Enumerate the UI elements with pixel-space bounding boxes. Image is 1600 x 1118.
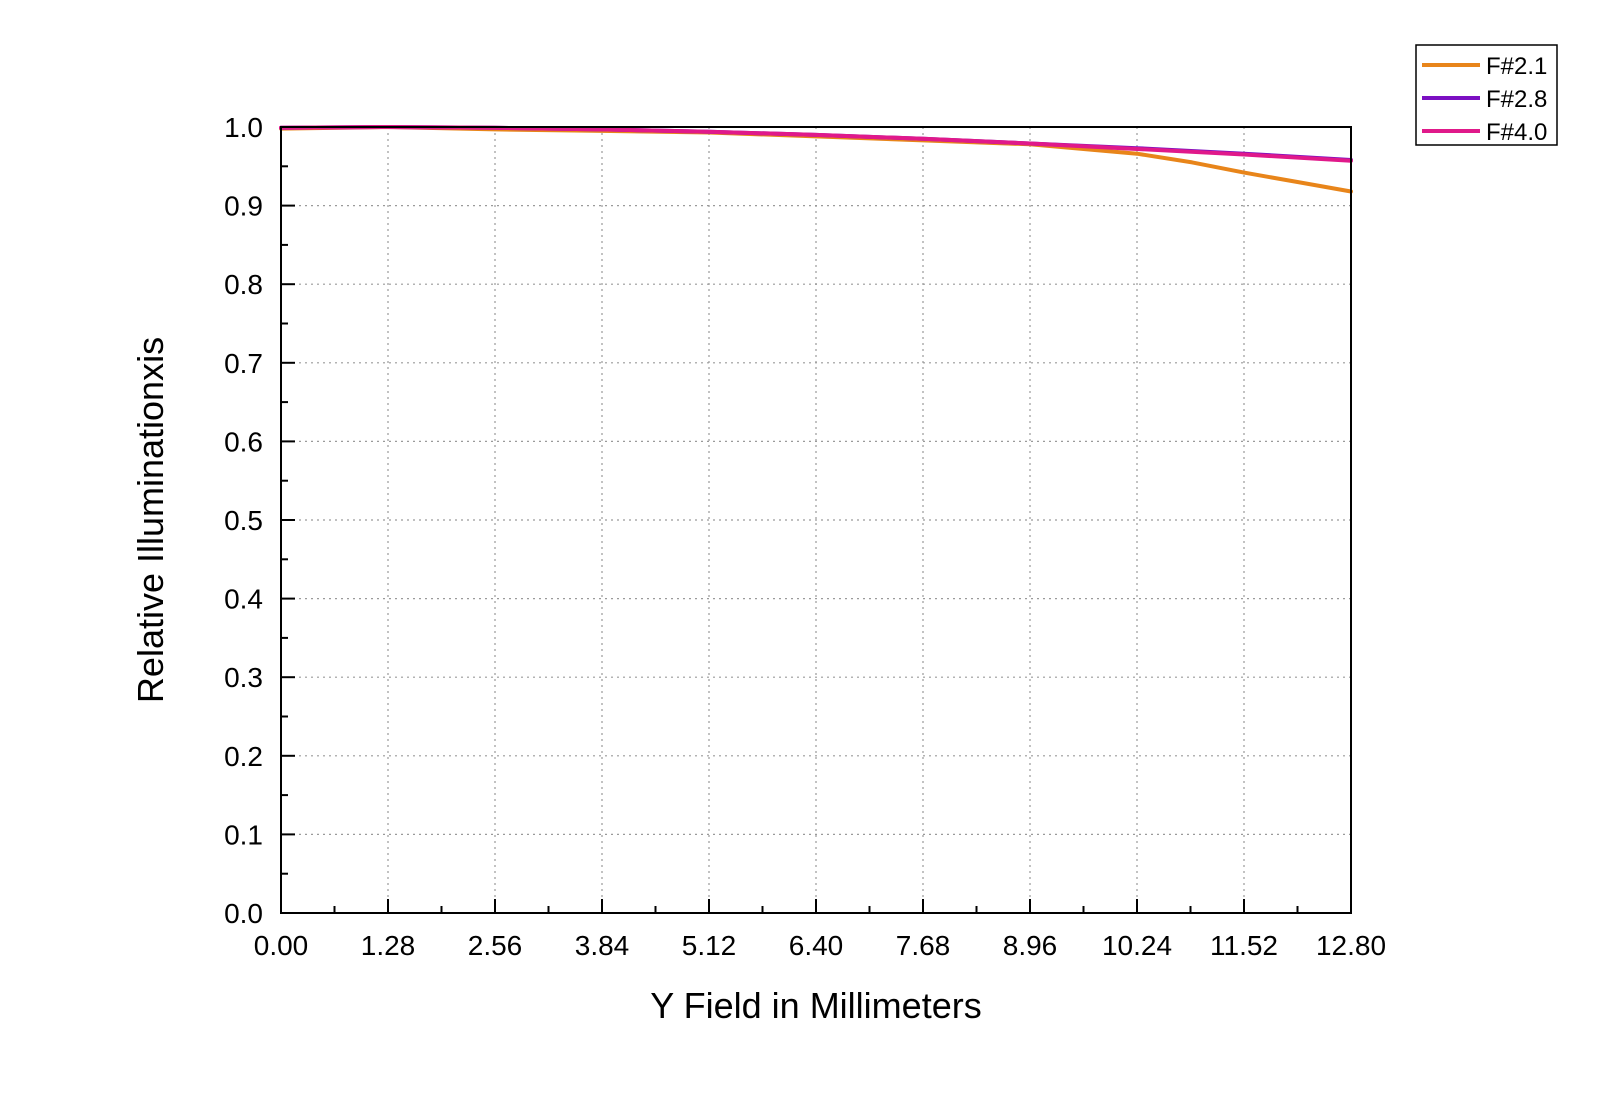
y-tick-label: 0.6 xyxy=(224,426,263,457)
x-tick-label: 0.00 xyxy=(254,930,309,961)
axis-tick-labels: 0.00 1.28 2.56 3.84 5.12 6.40 7.68 8.96 10.24 11.… xyxy=(224,112,1386,961)
x-tick-label: 5.12 xyxy=(682,930,737,961)
x-tick-label: 8.96 xyxy=(1003,930,1058,961)
legend: F#2.1 F#2.8 F#4.0 xyxy=(1415,44,1558,146)
y-tick-label: 0.1 xyxy=(224,819,263,850)
y-tick-label: 0.3 xyxy=(224,662,263,693)
y-tick-label: 1.0 xyxy=(224,112,263,143)
grid-lines xyxy=(281,127,1351,913)
y-tick-label: 0.7 xyxy=(224,348,263,379)
x-tick-label: 11.52 xyxy=(1210,930,1278,961)
x-tick-label: 1.28 xyxy=(361,930,416,961)
y-tick-label: 0.9 xyxy=(224,191,263,222)
y-tick-label: 0.5 xyxy=(224,505,263,536)
x-tick-label: 6.40 xyxy=(789,930,844,961)
x-axis-title: Y Field in Millimeters xyxy=(650,985,981,1026)
legend-box xyxy=(1415,44,1558,146)
x-tick-label: 7.68 xyxy=(896,930,951,961)
y-tick-label: 0.2 xyxy=(224,741,263,772)
legend-label: F#2.1 xyxy=(1486,53,1547,80)
legend-label: F#4.0 xyxy=(1486,119,1547,146)
x-tick-label: 10.24 xyxy=(1102,930,1172,961)
legend-label: F#2.8 xyxy=(1486,86,1547,113)
y-tick-label: 0.8 xyxy=(224,269,263,300)
y-tick-label: 0.0 xyxy=(224,898,263,929)
x-tick-label: 2.56 xyxy=(468,930,523,961)
axis-ticks xyxy=(280,126,1352,914)
x-tick-label: 3.84 xyxy=(575,930,630,961)
y-tick-label: 0.4 xyxy=(224,584,263,615)
x-tick-label: 12.80 xyxy=(1316,930,1386,961)
y-axis-title: Relative Illuminationxis xyxy=(130,337,171,703)
